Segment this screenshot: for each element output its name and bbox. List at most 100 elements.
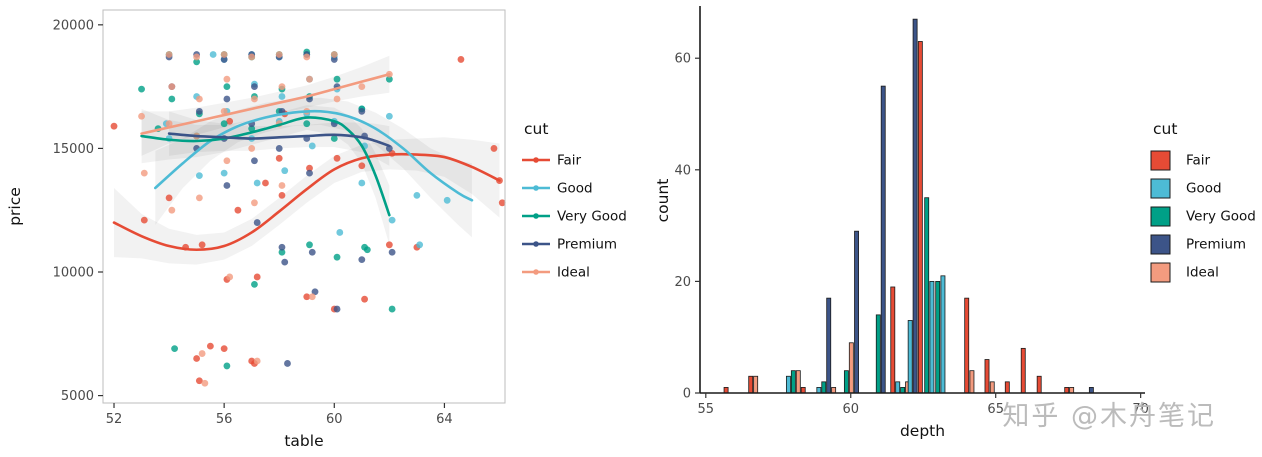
data-point (388, 216, 396, 224)
data-point (220, 56, 228, 63)
y-tick-label: 5000 (61, 389, 94, 404)
data-point (223, 362, 231, 370)
data-point (278, 191, 286, 199)
x-axis-title: depth (900, 422, 945, 440)
data-point (140, 169, 148, 177)
data-point (168, 83, 176, 91)
bar-premium (826, 297, 832, 394)
data-point (165, 120, 173, 128)
points-ideal (138, 51, 393, 387)
data-point (195, 194, 203, 202)
data-point (220, 107, 228, 115)
data-point (330, 51, 338, 58)
data-point (223, 83, 231, 91)
legend-title: cut (524, 120, 548, 138)
legend-point-swatch (533, 213, 539, 219)
panel-border (102, 9, 506, 404)
bar-ideal (795, 370, 801, 394)
data-point (281, 258, 289, 266)
y-tick-label: 10000 (53, 266, 94, 281)
legend-label: Very Good (1186, 209, 1256, 225)
legend-label: Fair (1186, 153, 1211, 169)
data-point (253, 179, 261, 187)
bar-very-good (875, 314, 881, 394)
data-point (251, 95, 258, 103)
legend-item-very-good: Very Good (522, 209, 627, 225)
x-axis: 52 56 60 64 (106, 403, 453, 427)
bar-good (907, 320, 913, 394)
data-point (413, 191, 421, 199)
y-axis: 5000 10000 15000 20000 (53, 18, 103, 404)
bar-ideal (831, 387, 837, 394)
data-point (358, 162, 366, 170)
legend-item-very-good: Very Good (1150, 206, 1256, 227)
y-tick-label: 40 (674, 163, 691, 178)
data-point (140, 216, 148, 224)
data-point (253, 273, 261, 281)
data-point (223, 182, 231, 189)
data-point (251, 83, 258, 91)
x-tick-label: 55 (698, 402, 715, 417)
data-point (223, 75, 231, 83)
smooth-line-ideal (140, 72, 391, 135)
data-point (308, 142, 316, 150)
data-point (201, 379, 209, 387)
bar-premium (880, 85, 886, 394)
data-point (193, 58, 201, 66)
data-point (138, 85, 145, 93)
data-point (490, 145, 498, 152)
data-point (358, 107, 366, 115)
bar-fair (1004, 381, 1010, 394)
data-point (198, 241, 206, 249)
data-point (251, 199, 258, 207)
data-point (358, 179, 366, 187)
legend-item-premium: Premium (522, 237, 617, 253)
y-tick-label: 60 (674, 52, 691, 67)
data-point (234, 206, 242, 214)
data-point (388, 248, 396, 256)
data-point (363, 246, 371, 254)
legend-point-swatch (533, 241, 539, 247)
data-point (385, 75, 393, 83)
bar-fair (984, 359, 990, 394)
panel-axes (102, 9, 506, 404)
data-point (498, 199, 506, 207)
data-point (262, 179, 269, 187)
histogram-bar-chart: 55 60 65 70 0 20 40 60 depth count cut Fair Good Very… (654, 6, 1256, 440)
legend-label: Premium (1186, 237, 1246, 253)
data-point (195, 172, 203, 180)
bar-premium (1088, 387, 1094, 394)
bar-fair (1064, 387, 1070, 394)
bar-ideal (969, 370, 975, 394)
data-point (248, 145, 256, 152)
data-point (358, 256, 366, 264)
data-point (278, 243, 286, 251)
legend-item-premium: Premium (1150, 234, 1246, 255)
data-point (209, 51, 217, 58)
data-point (330, 56, 338, 63)
data-point (385, 145, 393, 152)
data-point (278, 83, 286, 91)
legend-item-fair: Fair (522, 153, 582, 169)
data-point (308, 293, 316, 301)
data-point (278, 182, 286, 189)
data-point (385, 241, 393, 249)
data-point (220, 169, 228, 177)
data-point (306, 164, 313, 172)
data-point (361, 295, 368, 303)
data-point (306, 169, 313, 177)
data-point (281, 167, 289, 175)
bar-fair (917, 41, 923, 394)
bar-fair (890, 286, 896, 394)
data-point (165, 51, 173, 58)
data-point (110, 122, 118, 130)
bar-fair (1036, 375, 1042, 394)
scatter-smooth-chart: 52 56 60 64 5000 10000 15000 20000 table price cut… (6, 9, 627, 450)
data-point (275, 145, 283, 152)
legend-point-swatch (533, 269, 539, 275)
data-point (251, 157, 258, 165)
legend-fill-swatch (1150, 234, 1171, 255)
legend-label: Ideal (557, 265, 590, 281)
bar-very-good (924, 197, 930, 394)
